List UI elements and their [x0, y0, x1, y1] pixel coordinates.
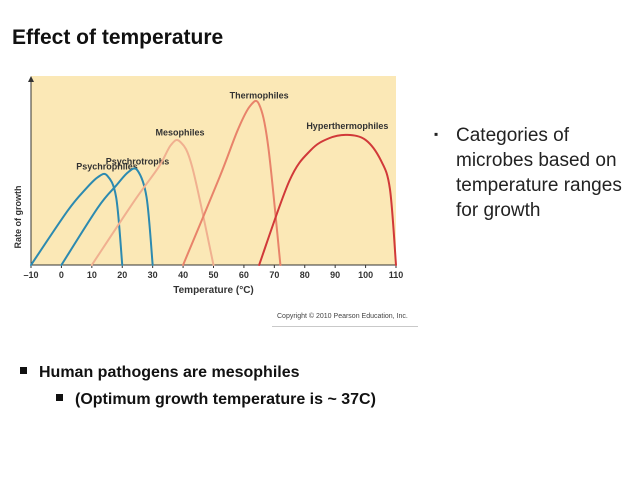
series-line-thermophiles [182, 99, 282, 266]
bullet-square-icon: ▪ [434, 127, 439, 141]
bullet-human-pathogens: Human pathogens are mesophiles [20, 364, 300, 382]
series-label-psychrotrophs: Psychrotrophs [106, 156, 170, 166]
x-tick-label: 0 [59, 270, 64, 280]
plot-background [31, 76, 396, 265]
x-tick-label: –10 [23, 270, 38, 280]
bullet-optimum-temperature-text: (Optimum growth temperature is ~ 37C) [75, 391, 376, 408]
right-bullet-text: Categories of microbes based on temperat… [456, 125, 622, 221]
series-label-thermophiles: Thermophiles [230, 90, 289, 100]
bullet-square-icon [56, 394, 63, 402]
series-label-mesophiles: Mesophiles [156, 128, 205, 138]
x-axis-label: Temperature (°C) [173, 285, 254, 296]
bullet-optimum-temperature: (Optimum growth temperature is ~ 37C) [56, 391, 376, 409]
x-tick-label: 20 [117, 270, 127, 280]
x-tick-label: 60 [239, 270, 249, 280]
right-bullet: ▪ Categories of microbes based on temper… [434, 123, 635, 223]
x-tick-label: 10 [87, 270, 97, 280]
bullet-human-pathogens-text: Human pathogens are mesophiles [39, 364, 300, 381]
slide-title: Effect of temperature [12, 26, 224, 49]
copyright-text: Copyright © 2010 Pearson Education, Inc. [277, 313, 408, 320]
temperature-growth-chart: –10 0 10 20 30 40 50 60 70 80 90 100 110 Temperature … [13, 76, 404, 296]
x-tick-label: 50 [208, 270, 218, 280]
series-line-psychrotrophs [60, 167, 154, 266]
x-tick-label: 100 [358, 270, 373, 280]
x-tick-label: 30 [148, 270, 158, 280]
series-label-psychrophiles: Psychrophiles [76, 161, 138, 171]
x-tick-label: 70 [269, 270, 279, 280]
x-tick-label: 110 [389, 270, 404, 280]
series-line-psychrophiles [30, 172, 124, 266]
series-line-hyperthermophiles [258, 133, 397, 266]
y-axis-label: Rate of growth [13, 186, 23, 249]
x-tick-label: 90 [330, 270, 340, 280]
series-label-hyperthermophiles: Hyperthermophiles [306, 121, 388, 131]
copyright-divider [272, 326, 418, 327]
series-line-mesophiles [90, 138, 215, 266]
x-tick-label: 40 [178, 270, 188, 280]
bullet-square-icon [20, 367, 27, 375]
y-axis-arrow-icon [28, 76, 34, 82]
x-tick-label: 80 [300, 270, 310, 280]
